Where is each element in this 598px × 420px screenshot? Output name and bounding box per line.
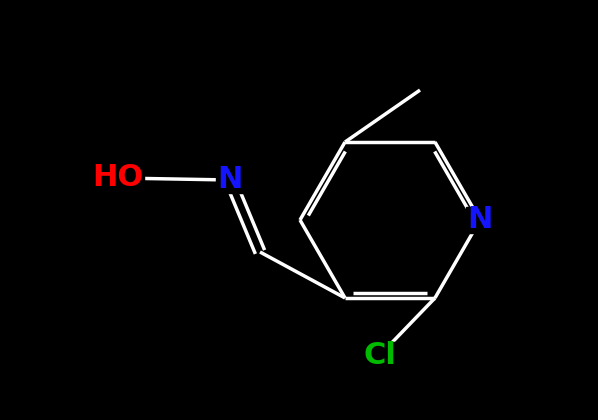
Text: Cl: Cl: [364, 341, 396, 370]
Text: HO: HO: [92, 163, 144, 192]
Bar: [216, 167, 244, 193]
Text: N: N: [467, 205, 493, 234]
Text: N: N: [217, 165, 243, 194]
Bar: [361, 342, 399, 368]
Bar: [92, 165, 144, 191]
Bar: [466, 207, 494, 233]
